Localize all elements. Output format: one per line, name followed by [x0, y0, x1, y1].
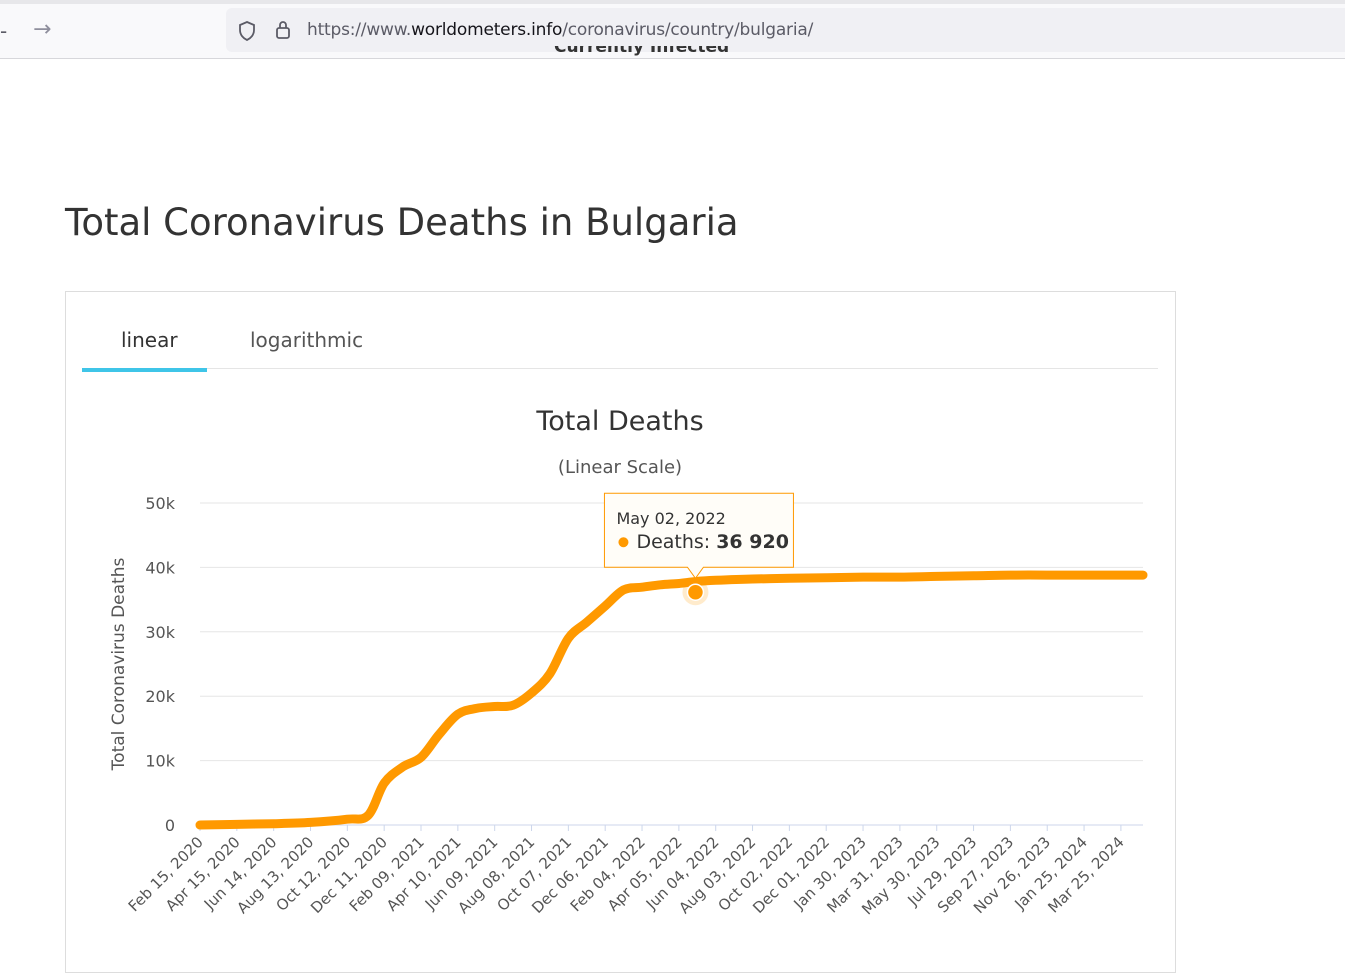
- url-domain: worldometers.info: [411, 20, 563, 40]
- previous-chart-legend-cutoff: Currently Infected: [554, 46, 730, 56]
- url-path: /coronavirus/country/bulgaria/: [562, 20, 814, 40]
- y-tick-label: 20k: [145, 687, 175, 706]
- tooltip-group: May 02, 2022 Deaths: 36 920: [603, 492, 794, 606]
- active-tab-indicator: [82, 368, 207, 372]
- shield-icon[interactable]: [238, 21, 256, 41]
- tab-strip-edge: [0, 0, 1345, 4]
- tooltip-series-dot: [618, 537, 629, 548]
- y-tick-label: 0: [165, 816, 175, 835]
- section-title: Total Coronavirus Deaths in Bulgaria: [65, 201, 739, 244]
- tooltip-value-line: Deaths: 36 920: [636, 531, 788, 553]
- forward-arrow-icon[interactable]: →: [33, 17, 52, 42]
- scale-tabs: linear logarithmic: [82, 318, 1158, 369]
- deaths-series-line: [195, 570, 1148, 830]
- tooltip-value: 36 920: [716, 531, 789, 553]
- y-tick-labels: 0 10k 20k 30k 40k 50k: [145, 494, 175, 835]
- url-text[interactable]: https://www.worldometers.info/coronaviru…: [307, 20, 813, 40]
- url-prefix: https://www.: [307, 20, 412, 40]
- tooltip-date: May 02, 2022: [616, 509, 725, 528]
- browser-toolbar: - → https://www.worldometers.info/corona…: [0, 0, 1345, 59]
- address-bar[interactable]: [226, 8, 1345, 52]
- back-arrow-icon[interactable]: -: [0, 19, 8, 43]
- tooltip-series-name: Deaths: [636, 531, 703, 553]
- tab-logarithmic[interactable]: logarithmic: [250, 328, 364, 352]
- chart-title: Total Deaths: [535, 406, 703, 437]
- tooltip: May 02, 2022 Deaths: 36 920: [603, 492, 794, 580]
- hover-point[interactable]: [686, 583, 705, 601]
- tab-linear[interactable]: linear: [121, 328, 178, 352]
- y-tick-label: 50k: [145, 494, 175, 513]
- y-tick-label: 10k: [145, 752, 175, 771]
- tooltip-separator: :: [704, 531, 710, 553]
- y-axis-label: Total Coronavirus Deaths: [109, 558, 129, 772]
- total-deaths-chart: Total Deaths (Linear Scale) Total Corona…: [109, 406, 1148, 918]
- chart-subtitle: (Linear Scale): [558, 457, 682, 478]
- y-tick-label: 40k: [145, 558, 175, 577]
- tooltip-box: [603, 492, 794, 580]
- lock-icon[interactable]: [275, 20, 291, 40]
- y-tick-label: 30k: [145, 623, 175, 642]
